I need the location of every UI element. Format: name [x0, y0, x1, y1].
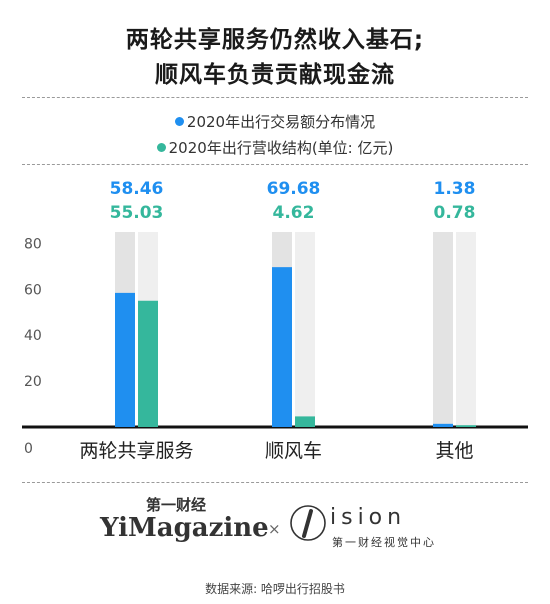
bar-transaction — [272, 267, 292, 427]
bar-transaction — [115, 292, 135, 427]
data-label-transaction: 58.46 — [110, 179, 164, 199]
bar-revenue — [295, 416, 315, 427]
y-tick-label: 80 — [24, 236, 42, 252]
bar-track — [295, 232, 315, 427]
vision-wordmark: ision — [330, 505, 407, 530]
brand-times-mark: × — [268, 520, 281, 538]
data-source: 数据来源: 哈啰出行招股书 — [205, 582, 345, 596]
bar-track — [456, 232, 476, 427]
divider-middle — [22, 164, 528, 165]
data-labels: 58.46 55.03 69.68 4.62 1.38 0.78 — [110, 179, 476, 223]
brand-name-cn: 第一财经 — [146, 496, 207, 514]
bar-track — [433, 232, 453, 427]
bars — [115, 232, 476, 427]
data-label-revenue: 0.78 — [434, 203, 476, 223]
vision-subtitle: 第一财经视觉中心 — [332, 536, 436, 549]
legend-item-series2: 2020年出行营收结构(单位: 亿元) — [0, 137, 550, 158]
y-tick-label: 40 — [24, 328, 42, 344]
data-label-transaction: 69.68 — [267, 179, 321, 199]
y-tick-label: 60 — [24, 282, 42, 298]
bar-revenue — [138, 300, 158, 427]
y-tick-label: 0 — [24, 441, 33, 457]
y-tick-label: 20 — [24, 374, 42, 390]
data-label-revenue: 4.62 — [273, 203, 315, 223]
chart-title-line1: 两轮共享服务仍然收入基石; — [125, 27, 425, 53]
legend-item-series1: 2020年出行交易额分布情况 — [0, 111, 550, 132]
legend-label-series2: 2020年出行营收结构(单位: 亿元) — [168, 139, 394, 157]
bar-chart: 0 20 40 60 80 58.46 55.03 69.68 4.62 1.38 0.78 两轮… — [22, 179, 528, 462]
legend-swatch-green — [156, 143, 166, 152]
category-label: 两轮共享服务 — [79, 440, 193, 462]
data-label-transaction: 1.38 — [434, 179, 476, 199]
data-label-revenue: 55.03 — [110, 203, 164, 223]
divider-bottom — [22, 482, 528, 483]
brand-logo-yimagazine: YiMagazine — [100, 513, 269, 543]
category-label: 顺风车 — [265, 440, 322, 462]
category-label: 其他 — [435, 440, 473, 462]
legend-swatch-blue — [174, 117, 184, 126]
x-axis: 两轮共享服务 顺风车 其他 — [79, 440, 473, 462]
legend-label-series1: 2020年出行交易额分布情况 — [186, 113, 376, 131]
chart-title-line2: 顺风车负责贡献现金流 — [155, 62, 395, 88]
vision-logo-icon — [290, 505, 326, 541]
divider-top — [22, 97, 528, 98]
bar-revenue — [456, 425, 476, 427]
bar-transaction — [433, 423, 453, 427]
